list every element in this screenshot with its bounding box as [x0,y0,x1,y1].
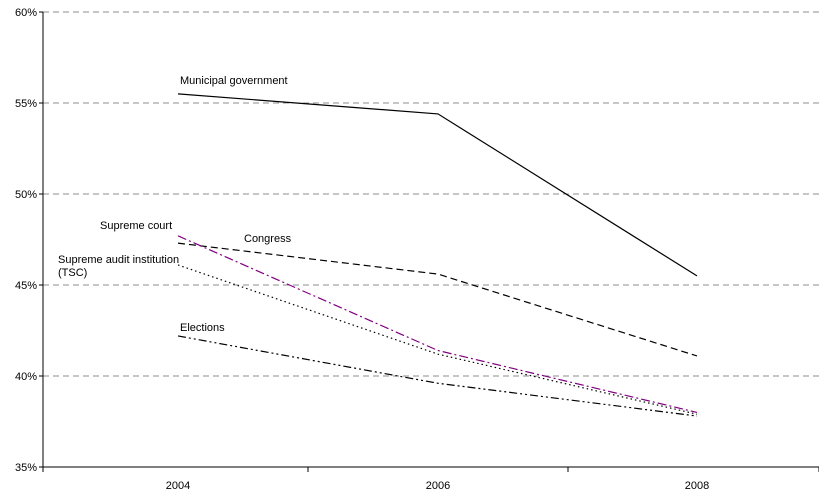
y-tick-label: 35% [15,462,37,474]
y-tick-label: 55% [15,98,37,110]
series-label: Supreme audit institution (TSC) [58,254,179,279]
series-label: Municipal government [180,75,288,87]
y-tick-label: 45% [15,280,37,292]
y-tick-label: 50% [15,189,37,201]
series-label: Congress [244,233,292,245]
series-line-2 [177,235,698,413]
series-label: Supreme court [100,220,172,232]
x-tick-label: 2008 [685,480,709,491]
series-line-3 [177,264,698,415]
series-line-1 [177,242,698,357]
series-line-0 [177,93,698,277]
x-tick-label: 2004 [166,480,190,491]
x-tick-label: 2006 [426,480,450,491]
series-label: Elections [180,322,225,334]
y-tick-label: 60% [15,7,37,19]
y-tick-label: 40% [15,371,37,383]
